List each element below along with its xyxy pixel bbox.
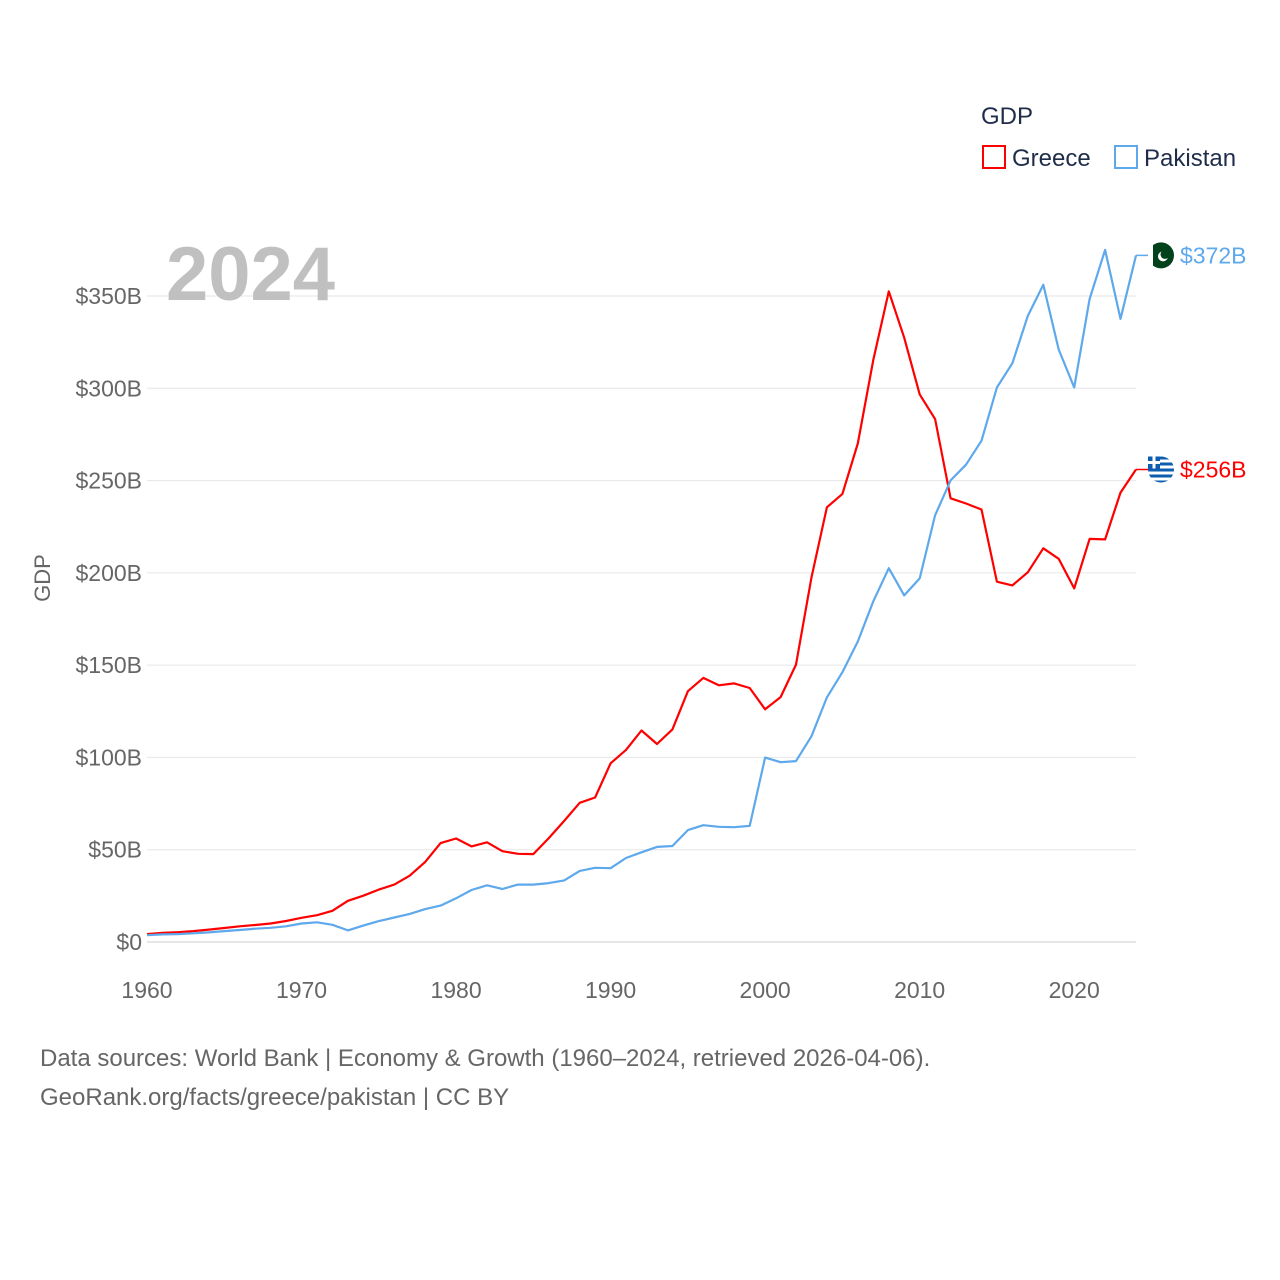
legend-swatch <box>982 145 1006 169</box>
legend-item-greece[interactable]: Greece <box>982 145 1091 172</box>
y-tick-label: $100B <box>75 744 142 770</box>
legend-title: GDP <box>981 103 1033 130</box>
y-tick-label: $250B <box>75 468 142 494</box>
series-line-greece <box>146 290 1137 936</box>
end-value-label: $372B <box>1180 242 1247 268</box>
year-label: 2024 <box>166 232 335 317</box>
x-tick-label: 1970 <box>276 977 327 1003</box>
y-tick-label: $0 <box>116 929 142 955</box>
pakistan-flag-icon <box>1148 242 1174 269</box>
x-tick-label: 1990 <box>585 977 636 1003</box>
y-tick-label: $200B <box>75 560 142 586</box>
footer-attribution[interactable]: GeoRank.org/facts/greece/pakistan | CC B… <box>40 1084 510 1111</box>
y-axis-label: GDP <box>30 554 55 602</box>
y-tick-label: $300B <box>75 375 142 401</box>
y-tick-label: $50B <box>88 837 142 863</box>
legend-label: Greece <box>1012 145 1091 172</box>
x-tick-label: 1960 <box>121 977 172 1003</box>
x-tick-label: 1980 <box>430 977 481 1003</box>
x-tick-label: 2010 <box>894 977 945 1003</box>
x-tick-label: 2020 <box>1049 977 1100 1003</box>
greece-flag-icon <box>1148 456 1174 483</box>
x-tick-label: 2000 <box>740 977 791 1003</box>
end-value-label: $256B <box>1180 456 1247 482</box>
legend-label: Pakistan <box>1144 145 1236 172</box>
legend-item-pakistan[interactable]: Pakistan <box>1114 145 1236 172</box>
legend-swatch <box>1114 145 1138 169</box>
footer-sources: Data sources: World Bank | Economy & Gro… <box>40 1045 931 1072</box>
series-line-pakistan <box>146 248 1138 937</box>
y-tick-label: $150B <box>75 652 142 678</box>
y-tick-label: $350B <box>75 283 142 309</box>
